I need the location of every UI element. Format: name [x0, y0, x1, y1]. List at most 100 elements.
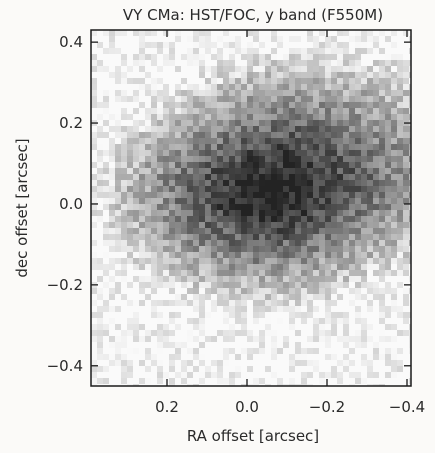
- heatmap-cell: [367, 222, 374, 229]
- heatmap-cell: [169, 144, 176, 151]
- heatmap-cell: [163, 384, 170, 386]
- heatmap-cell: [97, 264, 104, 271]
- heatmap-cell: [379, 162, 386, 169]
- heatmap-cell: [181, 252, 188, 259]
- heatmap-cell: [223, 378, 230, 385]
- heatmap-cell: [325, 318, 332, 325]
- heatmap-cell: [229, 264, 236, 271]
- heatmap-cell: [235, 300, 242, 307]
- heatmap-cell: [373, 294, 380, 301]
- heatmap-cell: [103, 300, 110, 307]
- heatmap-cell: [205, 216, 212, 223]
- heatmap-cell: [259, 276, 266, 283]
- heatmap-cell: [349, 270, 356, 277]
- heatmap-cell: [379, 354, 386, 361]
- heatmap-cell: [217, 222, 224, 229]
- heatmap-cell: [223, 78, 230, 85]
- heatmap-cell: [307, 114, 314, 121]
- heatmap-cell: [229, 342, 236, 349]
- heatmap-cell: [325, 276, 332, 283]
- heatmap-cell: [115, 210, 122, 217]
- heatmap-cell: [139, 330, 146, 337]
- heatmap-cell: [283, 156, 290, 163]
- heatmap-cell: [109, 108, 116, 115]
- heatmap-cell: [157, 312, 164, 319]
- heatmap-cell: [331, 150, 338, 157]
- heatmap-cell: [337, 108, 344, 115]
- heatmap-cell: [397, 372, 404, 379]
- heatmap-cell: [235, 156, 242, 163]
- heatmap-cell: [319, 114, 326, 121]
- heatmap-cell: [265, 288, 272, 295]
- heatmap-cell: [145, 378, 152, 385]
- heatmap-cell: [175, 54, 182, 61]
- heatmap-cell: [367, 144, 374, 151]
- heatmap-cell: [337, 210, 344, 217]
- heatmap-cell: [343, 96, 350, 103]
- heatmap-cell: [319, 162, 326, 169]
- heatmap-cell: [97, 240, 104, 247]
- heatmap-cell: [169, 228, 176, 235]
- heatmap-cell: [343, 384, 350, 386]
- heatmap-cell: [409, 54, 411, 61]
- heatmap-cell: [121, 222, 128, 229]
- heatmap-cell: [319, 312, 326, 319]
- heatmap-cell: [181, 72, 188, 79]
- heatmap-cell: [277, 186, 284, 193]
- heatmap-cell: [187, 180, 194, 187]
- heatmap-cell: [271, 252, 278, 259]
- heatmap-cell: [115, 54, 122, 61]
- heatmap-cell: [175, 102, 182, 109]
- heatmap-cell: [109, 336, 116, 343]
- heatmap-cell: [325, 234, 332, 241]
- heatmap-cell: [385, 324, 392, 331]
- heatmap-cell: [139, 378, 146, 385]
- heatmap-cell: [187, 312, 194, 319]
- heatmap-cell: [169, 114, 176, 121]
- heatmap-cell: [295, 126, 302, 133]
- heatmap-cell: [307, 168, 314, 175]
- heatmap-cell: [121, 114, 128, 121]
- heatmap-cell: [373, 216, 380, 223]
- heatmap-cell: [373, 48, 380, 55]
- heatmap-cell: [295, 48, 302, 55]
- heatmap-cell: [175, 42, 182, 49]
- heatmap-cell: [301, 378, 308, 385]
- heatmap-cell: [403, 276, 410, 283]
- heatmap-cell: [187, 90, 194, 97]
- heatmap-cell: [127, 96, 134, 103]
- heatmap-cell: [181, 330, 188, 337]
- heatmap-cell: [115, 114, 122, 121]
- heatmap-cell: [163, 252, 170, 259]
- heatmap-cell: [91, 348, 98, 355]
- heatmap-cell: [331, 114, 338, 121]
- heatmap-cell: [373, 174, 380, 181]
- heatmap-cell: [181, 282, 188, 289]
- heatmap-cell: [103, 246, 110, 253]
- heatmap-cell: [133, 348, 140, 355]
- heatmap-cell: [265, 204, 272, 211]
- heatmap-cell: [313, 222, 320, 229]
- heatmap-cell: [391, 342, 398, 349]
- heatmap-cell: [175, 180, 182, 187]
- heatmap-cell: [217, 372, 224, 379]
- heatmap-cell: [157, 354, 164, 361]
- heatmap-cell: [391, 84, 398, 91]
- heatmap-cell: [367, 162, 374, 169]
- heatmap-cell: [301, 360, 308, 367]
- heatmap-cell: [151, 150, 158, 157]
- heatmap-cell: [319, 192, 326, 199]
- y-axis: −0.4−0.20.00.20.4: [47, 33, 411, 375]
- heatmap-cell: [349, 114, 356, 121]
- heatmap-cell: [115, 360, 122, 367]
- heatmap-cell: [271, 36, 278, 43]
- heatmap-cell: [379, 60, 386, 67]
- heatmap-cell: [307, 330, 314, 337]
- heatmap-cell: [97, 222, 104, 229]
- heatmap-cell: [397, 78, 404, 85]
- heatmap-cell: [385, 204, 392, 211]
- heatmap-cell: [367, 294, 374, 301]
- heatmap-cell: [175, 348, 182, 355]
- heatmap-cell: [355, 150, 362, 157]
- heatmap-cell: [373, 330, 380, 337]
